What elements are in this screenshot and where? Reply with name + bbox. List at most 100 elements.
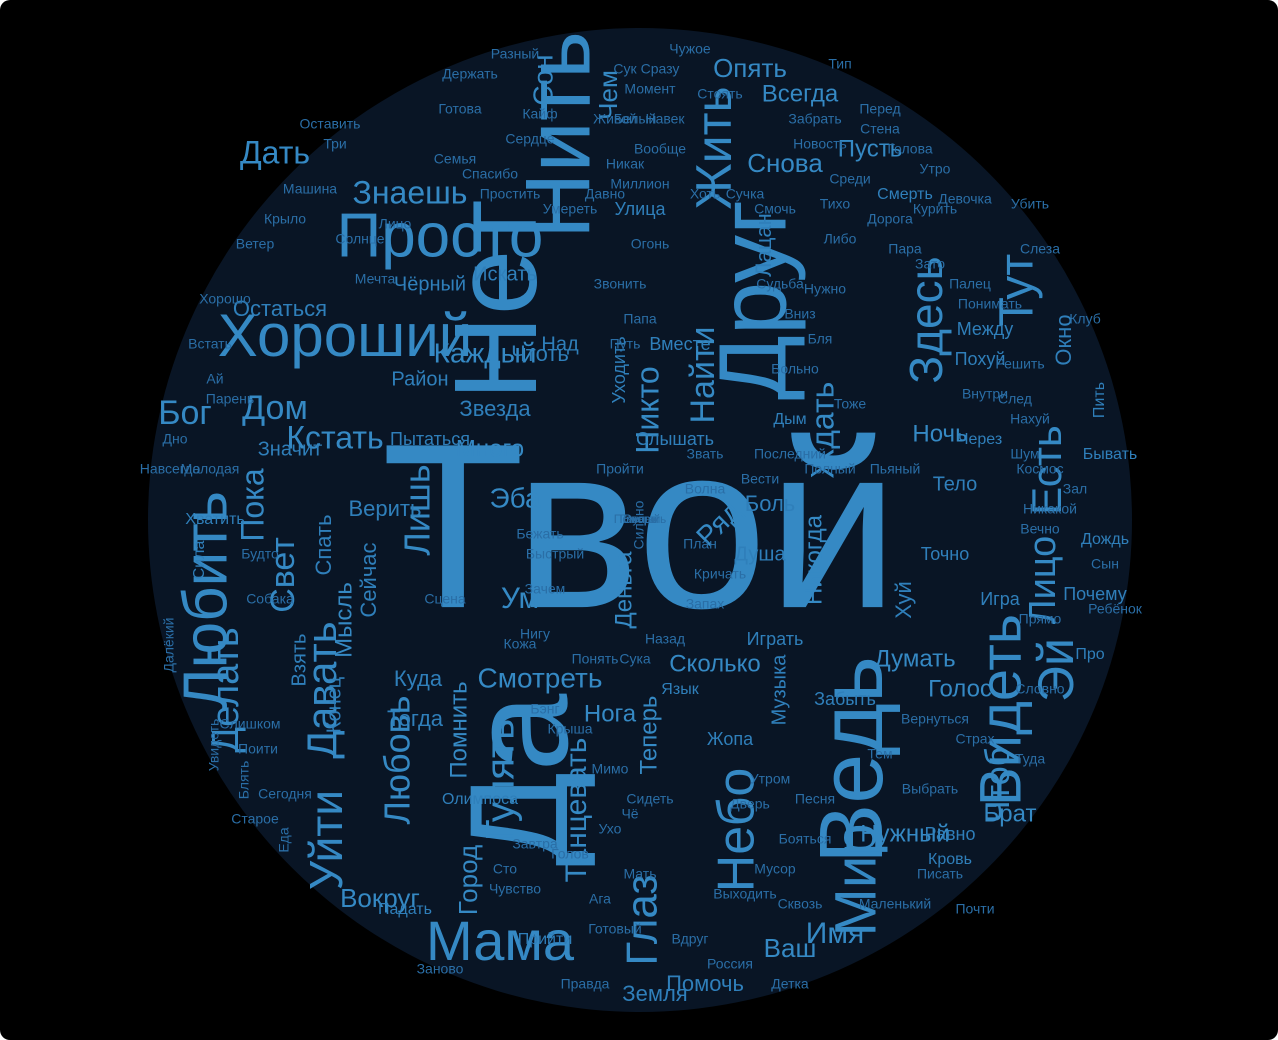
word-117: Слеза xyxy=(1020,241,1060,257)
word-3: Друг xyxy=(699,200,806,400)
word-187: Семья xyxy=(434,151,476,167)
word-84: Уходить xyxy=(609,336,629,403)
word-212: Палец xyxy=(949,276,991,292)
word-68: Помнить xyxy=(445,681,472,778)
word-146: Бояться xyxy=(779,831,832,847)
word-123: Хватить xyxy=(185,511,244,528)
word-151: Мимо xyxy=(592,761,629,777)
word-63: Деньга xyxy=(610,551,637,629)
word-225: Выбрать xyxy=(902,781,958,797)
word-7: Хороший xyxy=(218,302,473,369)
word-105: Бывать xyxy=(1083,446,1138,463)
word-251: Нигу xyxy=(520,626,550,642)
word-126: Собака xyxy=(246,591,294,607)
word-group: Твой Да Нет Друг Нить Ведь Просто Хороший Любить… xyxy=(140,31,1143,1006)
word-9: Мама xyxy=(426,909,575,972)
word-69: Нога xyxy=(584,700,637,727)
word-252: Кожа xyxy=(504,636,537,652)
word-217: Зал xyxy=(1063,481,1087,497)
word-140: Правда xyxy=(561,976,610,992)
word-148: Сидеть xyxy=(626,791,673,807)
word-99: Музыка xyxy=(768,654,790,726)
word-243: Сто xyxy=(493,861,517,877)
word-219: Космос xyxy=(1016,461,1063,477)
word-120: Смерть xyxy=(877,186,933,203)
word-128: Слишком xyxy=(219,716,280,732)
word-208: Голова xyxy=(887,141,933,157)
word-231: Забрать xyxy=(788,111,841,127)
word-21: Гулять xyxy=(479,719,523,841)
word-109: Сын xyxy=(1091,556,1119,572)
word-50: Брат xyxy=(984,800,1037,827)
word-157: Сильно xyxy=(631,500,647,549)
word-26: Найти xyxy=(684,326,722,423)
word-10: Видеть xyxy=(968,614,1033,806)
word-204: Среди xyxy=(829,171,870,187)
word-110: Через xyxy=(958,431,1002,448)
word-75: Конец xyxy=(323,677,345,733)
word-215: Нахуй xyxy=(1010,411,1050,427)
word-102: Равно xyxy=(925,824,976,844)
word-29: Смотреть xyxy=(478,662,603,693)
word-141: Россия xyxy=(707,956,753,972)
word-17: Эй xyxy=(1028,638,1084,702)
word-189: Три xyxy=(323,136,346,152)
word-81: Район xyxy=(391,368,448,390)
word-179: Простить xyxy=(480,186,541,202)
word-199: Парень xyxy=(206,391,254,407)
word-235: Умереть xyxy=(543,201,598,217)
word-71: Мысль xyxy=(330,582,357,658)
word-206: Тип xyxy=(828,56,851,72)
word-209: Утро xyxy=(920,161,951,177)
word-147: Мусор xyxy=(754,861,796,877)
word-265: Помогать xyxy=(614,512,667,526)
word-180: Давно xyxy=(585,186,625,202)
word-167: Бля xyxy=(808,331,833,347)
word-142: Детка xyxy=(771,976,809,992)
word-221: Пьяный xyxy=(870,461,921,477)
word-24: Глаз xyxy=(618,874,667,965)
word-35: Пока xyxy=(234,468,270,542)
word-192: Ветер xyxy=(236,236,275,252)
word-52: Имя xyxy=(806,917,864,950)
word-154: Понять xyxy=(572,651,619,667)
word-247: Песня xyxy=(795,791,835,807)
word-116: Понимать xyxy=(958,296,1022,312)
word-257: Быстрый xyxy=(526,546,584,562)
word-95: Тело xyxy=(933,473,978,495)
word-203: Живой xyxy=(593,111,637,127)
word-259: Момент xyxy=(624,81,676,97)
word-64: Теперь xyxy=(635,696,662,775)
word-73: Спать xyxy=(311,514,336,575)
word-171: Смочь xyxy=(754,201,796,217)
word-258: Сцена xyxy=(424,591,465,607)
word-8: Любить xyxy=(171,491,240,709)
word-183: Вообще xyxy=(634,141,686,157)
word-230: Перед xyxy=(859,101,900,117)
word-186: Сердце xyxy=(505,131,554,147)
word-0: Твой xyxy=(381,394,898,657)
word-138: Готовый xyxy=(588,921,641,937)
word-74: Взять xyxy=(288,634,310,687)
word-181: Никак xyxy=(606,156,645,172)
word-13: Жить xyxy=(686,86,742,209)
word-175: Папа xyxy=(623,311,656,327)
word-53: Ваш xyxy=(764,933,817,963)
word-2: Нет xyxy=(430,200,562,401)
word-115: Туда xyxy=(1015,751,1045,767)
word-118: Клуб xyxy=(1069,311,1101,327)
word-94: Точно xyxy=(921,544,970,564)
word-90: Между xyxy=(957,319,1014,339)
word-236: Готова xyxy=(438,101,481,117)
word-92: Хуй xyxy=(891,581,916,618)
word-43: Опять xyxy=(713,53,787,83)
word-135: Падать xyxy=(378,901,432,918)
word-178: Спасибо xyxy=(462,166,518,182)
word-156: Назад xyxy=(645,631,685,647)
word-134: Еда xyxy=(276,827,292,853)
word-121: Девочка xyxy=(938,191,992,207)
word-214: Решить xyxy=(995,356,1044,372)
word-137: Прийти xyxy=(518,931,573,948)
word-88: Пытаться xyxy=(390,429,470,449)
word-233: Навек xyxy=(645,111,685,127)
